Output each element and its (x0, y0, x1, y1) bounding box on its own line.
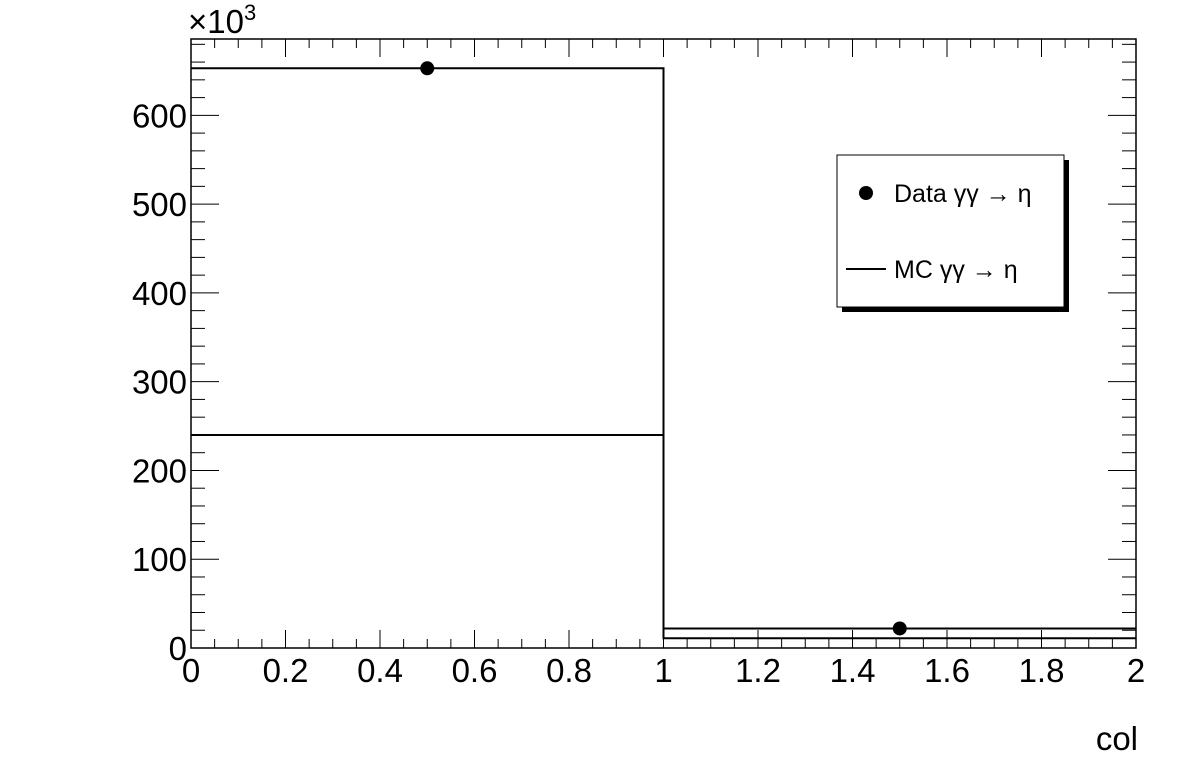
y-tick-label: 500 (132, 186, 187, 223)
axis-ticks (190, 39, 1137, 649)
data-markers (420, 61, 907, 636)
histograms (191, 67, 1136, 640)
legend: Data γγ → η MC γγ → η (836, 154, 1069, 312)
x-tick-label: 0 (182, 652, 200, 689)
x-tick-label: 0.8 (546, 652, 592, 689)
x-tick-label: 1.4 (830, 652, 876, 689)
x-tick-label: 0.2 (263, 652, 309, 689)
x-tick-label: 2 (1127, 652, 1145, 689)
data-point (892, 621, 907, 636)
y-tick-label: 400 (132, 275, 187, 312)
y-multiplier-exponent: 3 (244, 0, 256, 25)
y-tick-label: 100 (132, 541, 187, 578)
hist-step-series-2 (191, 433, 1136, 640)
x-tick-label: 0.4 (357, 652, 403, 689)
tick-labels: 0 0.2 0.4 0.6 0.8 1 1.2 1.4 1.6 1.8 2 0 100 200 300 400… (132, 97, 1145, 689)
y-multiplier-prefix: ×10 (188, 3, 244, 40)
y-tick-label: 300 (132, 364, 187, 401)
y-tick-label: 0 (169, 630, 187, 667)
x-tick-label: 1 (654, 652, 672, 689)
y-tick-label: 600 (132, 97, 187, 134)
legend-label-data: Data γγ → η (894, 180, 1032, 208)
x-tick-label: 1.8 (1019, 652, 1065, 689)
x-tick-label: 1.2 (735, 652, 781, 689)
y-axis-multiplier: ×103 (188, 0, 256, 40)
data-point (420, 61, 435, 76)
legend-label-mc: MC γγ → η (894, 256, 1018, 284)
y-tick-label: 200 (132, 452, 187, 489)
x-tick-label: 0.6 (452, 652, 498, 689)
plot-frame (190, 38, 1137, 649)
x-tick-label: 1.6 (924, 652, 970, 689)
legend-box (836, 154, 1065, 308)
legend-data-marker (859, 186, 873, 200)
x-axis-title: col (1096, 720, 1138, 757)
